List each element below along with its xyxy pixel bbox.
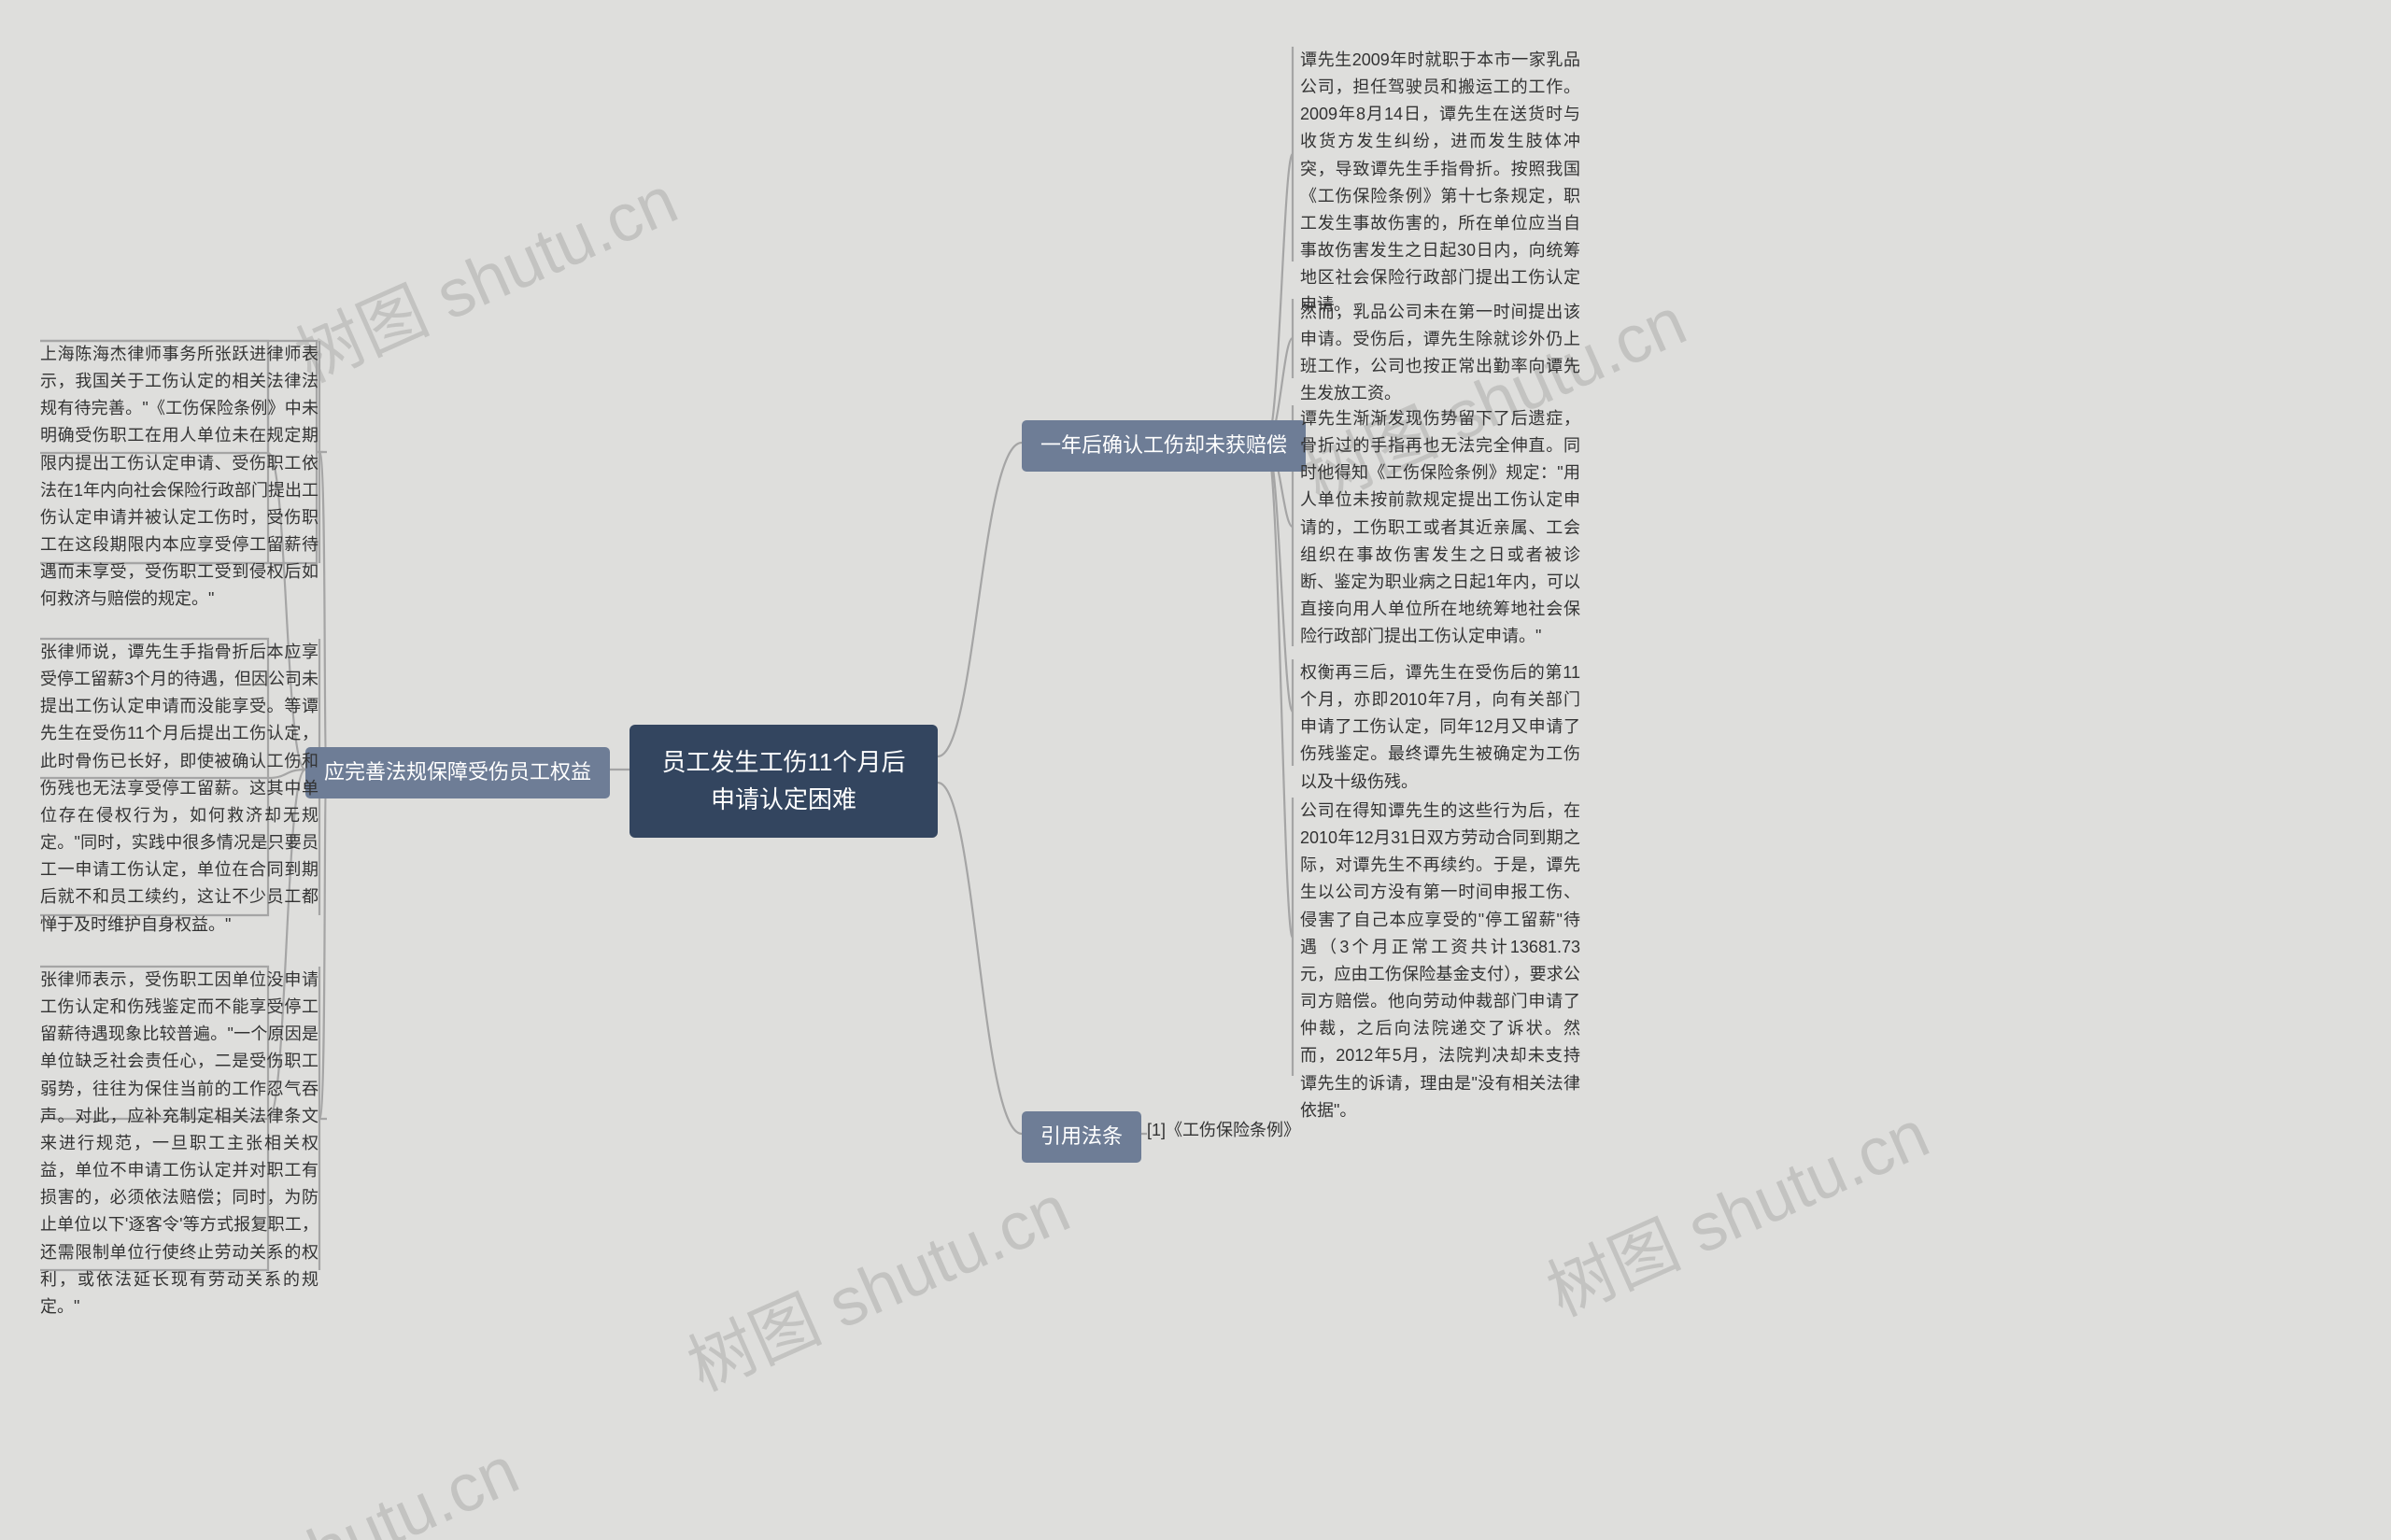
leaf-text: [1]《工伤保险条例》 [1147,1118,1390,1143]
branch-improve-regulations[interactable]: 应完善法规保障受伤员工权益 [305,747,610,798]
watermark: 树图 shutu.cn [278,146,690,401]
leaf-text: 上海陈海杰律师事务所张跃进律师表示，我国关于工伤认定的相关法律法规有待完善。"《… [40,341,318,614]
mindmap-root[interactable]: 员工发生工伤11个月后申请认定困难 [630,725,938,838]
leaf-text: 权衡再三后，谭先生在受伤后的第11个月，亦即2010年7月，向有关部门申请了工伤… [1300,659,1580,796]
leaf-text: 张律师说，谭先生手指骨折后本应享受停工留薪3个月的待遇，但因公司未提出工伤认定申… [40,639,318,939]
leaf-text: 谭先生渐渐发现伤势留下了后遗症，骨折过的手指再也无法完全伸直。同时他得知《工伤保… [1300,405,1580,650]
leaf-text: 张律师表示，受伤职工因单位没申请工伤认定和伤残鉴定而不能享受停工留薪待遇现象比较… [40,967,318,1321]
watermark: 树图 shutu.cn [120,1416,531,1540]
leaf-text: 谭先生2009年时就职于本市一家乳品公司，担任驾驶员和搬运工的工作。2009年8… [1300,47,1580,319]
leaf-text: 然而，乳品公司未在第一时间提出该申请。受伤后，谭先生除就诊外仍上班工作，公司也按… [1300,299,1580,408]
branch-no-compensation[interactable]: 一年后确认工伤却未获赔偿 [1022,420,1306,472]
leaf-text: 公司在得知谭先生的这些行为后，在2010年12月31日双方劳动合同到期之际，对谭… [1300,798,1580,1124]
watermark: 树图 shutu.cn [1530,1080,1942,1335]
watermark: 树图 shutu.cn [671,1154,1082,1409]
branch-cited-law[interactable]: 引用法条 [1022,1111,1141,1163]
